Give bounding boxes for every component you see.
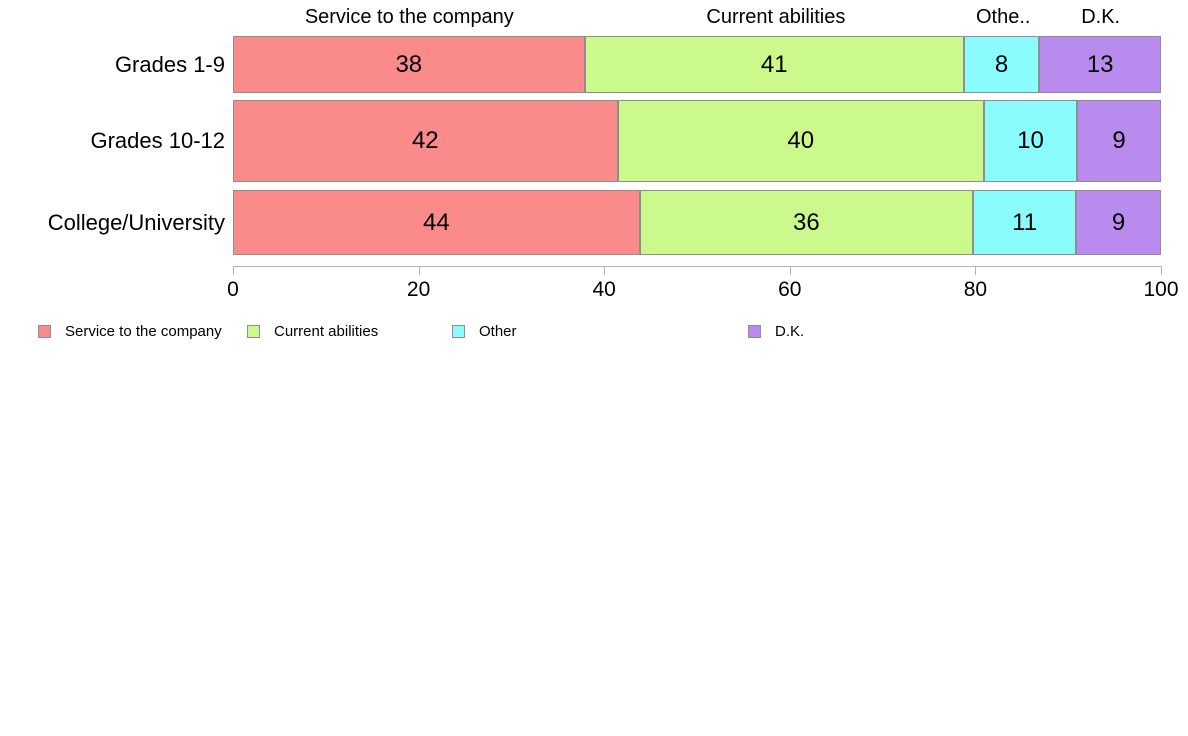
x-axis-tick-label: 40 [592, 278, 616, 301]
bar-value-label: 38 [395, 50, 423, 78]
x-axis-tick-label: 80 [963, 278, 988, 301]
bar-value-label: 40 [787, 127, 815, 154]
x-axis-tick-label: 60 [778, 278, 802, 301]
bar-segment-service-to-the-company: 44 [233, 190, 640, 255]
bar-segment-d-k: 9 [1076, 190, 1161, 255]
bar-value-label: 9 [1112, 127, 1126, 154]
bar-segment-current-abilities: 40 [617, 100, 984, 182]
x-axis-line [233, 266, 1162, 267]
bar-row-college-university: 44 36 11 9 [233, 190, 1161, 255]
category-label-grades-10-12: Grades 10-12 [90, 128, 225, 153]
x-axis-tick [1161, 266, 1162, 275]
x-axis-tick [789, 266, 791, 275]
legend-swatch-service-to-the-company [38, 325, 51, 338]
bar-value-label: 41 [760, 50, 788, 78]
bar-segment-other: 11 [973, 190, 1077, 255]
bar-value-label: 10 [1017, 127, 1044, 154]
bar-value-label: 8 [994, 50, 1009, 78]
column-header-d-k: D.K. [1081, 6, 1121, 28]
x-axis-tick [604, 266, 606, 275]
legend-item-service-to-the-company: Service to the company [38, 323, 222, 340]
x-axis-tick-label: 100 [1143, 278, 1179, 301]
legend-item-other: Other [452, 323, 517, 340]
legend-swatch-current-abilities [247, 325, 260, 338]
category-label-grades-1-9: Grades 1-9 [114, 51, 225, 77]
bar-segment-current-abilities: 36 [639, 190, 973, 255]
x-axis-tick-label: 0 [227, 278, 239, 301]
x-axis-tick [233, 266, 234, 275]
column-header-service-to-the-company: Service to the company [304, 6, 514, 28]
legend-item-current-abilities: Current abilities [247, 323, 378, 340]
bar-segment-current-abilities: 41 [584, 36, 964, 93]
legend-label: Current abilities [274, 323, 379, 340]
bar-segment-other: 8 [963, 36, 1040, 93]
bar-row-grades-10-12: 42 40 10 9 [233, 100, 1162, 182]
bar-segment-d-k: 13 [1039, 36, 1161, 93]
bar-segment-other: 10 [983, 100, 1078, 182]
legend-swatch-other [452, 325, 465, 338]
legend-swatch-d-k [748, 325, 761, 338]
legend-label: D.K. [775, 323, 805, 340]
legend-label: Other [479, 323, 517, 340]
bar-segment-service-to-the-company: 42 [233, 100, 618, 182]
x-axis-tick [975, 266, 977, 275]
bar-value-label: 9 [1111, 208, 1126, 236]
category-label-college-university: College/University [47, 209, 225, 235]
bar-value-label: 36 [793, 208, 820, 236]
legend-label: Service to the company [65, 323, 222, 340]
legend-item-d-k: D.K. [748, 323, 804, 340]
bar-segment-service-to-the-company: 38 [233, 36, 585, 93]
x-axis-tick-label: 20 [406, 278, 431, 301]
bar-value-label: 42 [411, 127, 439, 154]
bar-value-label: 44 [423, 208, 450, 236]
bar-segment-d-k: 9 [1077, 100, 1162, 182]
bar-value-label: 11 [1012, 208, 1038, 236]
bar-row-grades-1-9: 38 41 8 13 [233, 36, 1161, 93]
column-header-other: Othe.. [975, 6, 1031, 28]
column-header-current-abilities: Current abilities [706, 6, 846, 28]
bar-value-label: 13 [1086, 50, 1114, 78]
x-axis-tick [418, 266, 420, 275]
